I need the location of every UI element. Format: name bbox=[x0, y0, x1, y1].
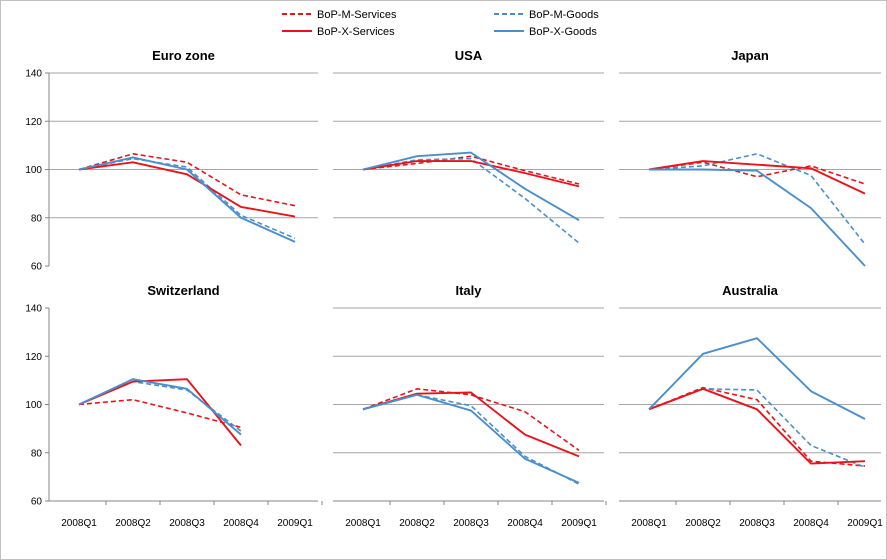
x-tick-label: 2008Q3 bbox=[739, 518, 775, 529]
y-tick-label: 100 bbox=[25, 400, 42, 411]
panel-euro-zone: Euro zone 140 120 100 80 60 bbox=[25, 48, 318, 273]
series-line-bop-m-goods bbox=[648, 153, 866, 245]
x-tick-label: 2009Q1 bbox=[847, 518, 883, 529]
series-line-bop-m-goods bbox=[362, 394, 580, 485]
series-line-bop-x-services bbox=[78, 161, 296, 218]
series-line-bop-m-services bbox=[362, 388, 580, 451]
x-tick-label: 2008Q2 bbox=[685, 518, 721, 529]
panel-title: Australia bbox=[722, 283, 778, 298]
y-tick-label: 80 bbox=[31, 448, 43, 459]
series-line-bop-m-services bbox=[648, 386, 866, 467]
x-tick-label: 2008Q4 bbox=[223, 518, 259, 529]
series-line-bop-x-services bbox=[78, 378, 242, 447]
series-line-bop-m-services bbox=[362, 155, 580, 185]
panel-title: USA bbox=[455, 48, 483, 63]
series-line-bop-x-goods bbox=[78, 156, 296, 243]
panel-title: Japan bbox=[731, 48, 769, 63]
y-tick-label: 120 bbox=[25, 117, 42, 128]
x-tick-label: 2008Q3 bbox=[453, 518, 489, 529]
x-tick-label: 2008Q3 bbox=[169, 518, 205, 529]
x-tick-label: 2008Q4 bbox=[507, 518, 543, 529]
x-tick-label: 2009Q1 bbox=[277, 518, 313, 529]
series-line-bop-x-services bbox=[362, 160, 580, 188]
y-tick-label: 140 bbox=[25, 69, 42, 80]
x-tick-label: 2008Q4 bbox=[793, 518, 829, 529]
panel-title: Switzerland bbox=[147, 283, 219, 298]
series-line-bop-m-services bbox=[78, 398, 242, 429]
x-tick-label: 2008Q2 bbox=[115, 518, 151, 529]
panel-japan: Japan bbox=[619, 48, 881, 267]
x-tick-label: 2008Q2 bbox=[399, 518, 435, 529]
series-line-bop-x-goods bbox=[78, 378, 242, 436]
x-tick-label: 2008Q1 bbox=[631, 518, 667, 529]
series-line-bop-x-goods bbox=[649, 168, 866, 267]
panel-italy: Italy 2008Q1 2008Q2 2008Q3 2008Q4 2009Q1 bbox=[333, 283, 607, 529]
series-line-bop-x-goods bbox=[648, 337, 866, 420]
panel-australia: Australia 2008Q1 2008Q2 2008Q3 2008Q4 2009Q1 bbox=[619, 283, 883, 529]
y-tick-label: 60 bbox=[31, 497, 43, 508]
legend: BoP-M-Services BoP-M-Goods BoP-X-Services B… bbox=[282, 9, 599, 38]
legend-label-2: BoP-M-Goods bbox=[529, 9, 599, 21]
x-tick-label: 2008Q1 bbox=[345, 518, 381, 529]
legend-label-4: BoP-X-Goods bbox=[529, 26, 597, 38]
series-line-bop-x-goods bbox=[362, 151, 580, 221]
series-line-bop-x-services bbox=[362, 391, 580, 458]
series-line-bop-m-services bbox=[78, 153, 296, 207]
panel-title: Euro zone bbox=[152, 48, 215, 63]
legend-label-3: BoP-X-Services bbox=[317, 26, 395, 38]
y-tick-label: 80 bbox=[31, 213, 43, 224]
y-tick-label: 120 bbox=[25, 352, 42, 363]
x-tick-label: 2008Q1 bbox=[61, 518, 97, 529]
legend-label-1: BoP-M-Services bbox=[317, 9, 397, 21]
y-tick-label: 100 bbox=[25, 165, 42, 176]
x-tick-label: 2009Q1 bbox=[561, 518, 597, 529]
y-tick-label: 140 bbox=[25, 304, 42, 315]
panel-title: Italy bbox=[455, 283, 482, 298]
series-line-bop-x-services bbox=[648, 387, 866, 465]
y-tick-label: 60 bbox=[31, 262, 43, 273]
panel-usa: USA bbox=[333, 48, 604, 244]
series-line-bop-x-goods bbox=[362, 393, 580, 484]
series-line-bop-x-services bbox=[648, 160, 866, 195]
panel-switzerland: Switzerland 140 120 100 80 60 2008Q1 2008Q2 2008… bbox=[25, 283, 323, 529]
series-line-bop-m-goods bbox=[648, 388, 866, 468]
